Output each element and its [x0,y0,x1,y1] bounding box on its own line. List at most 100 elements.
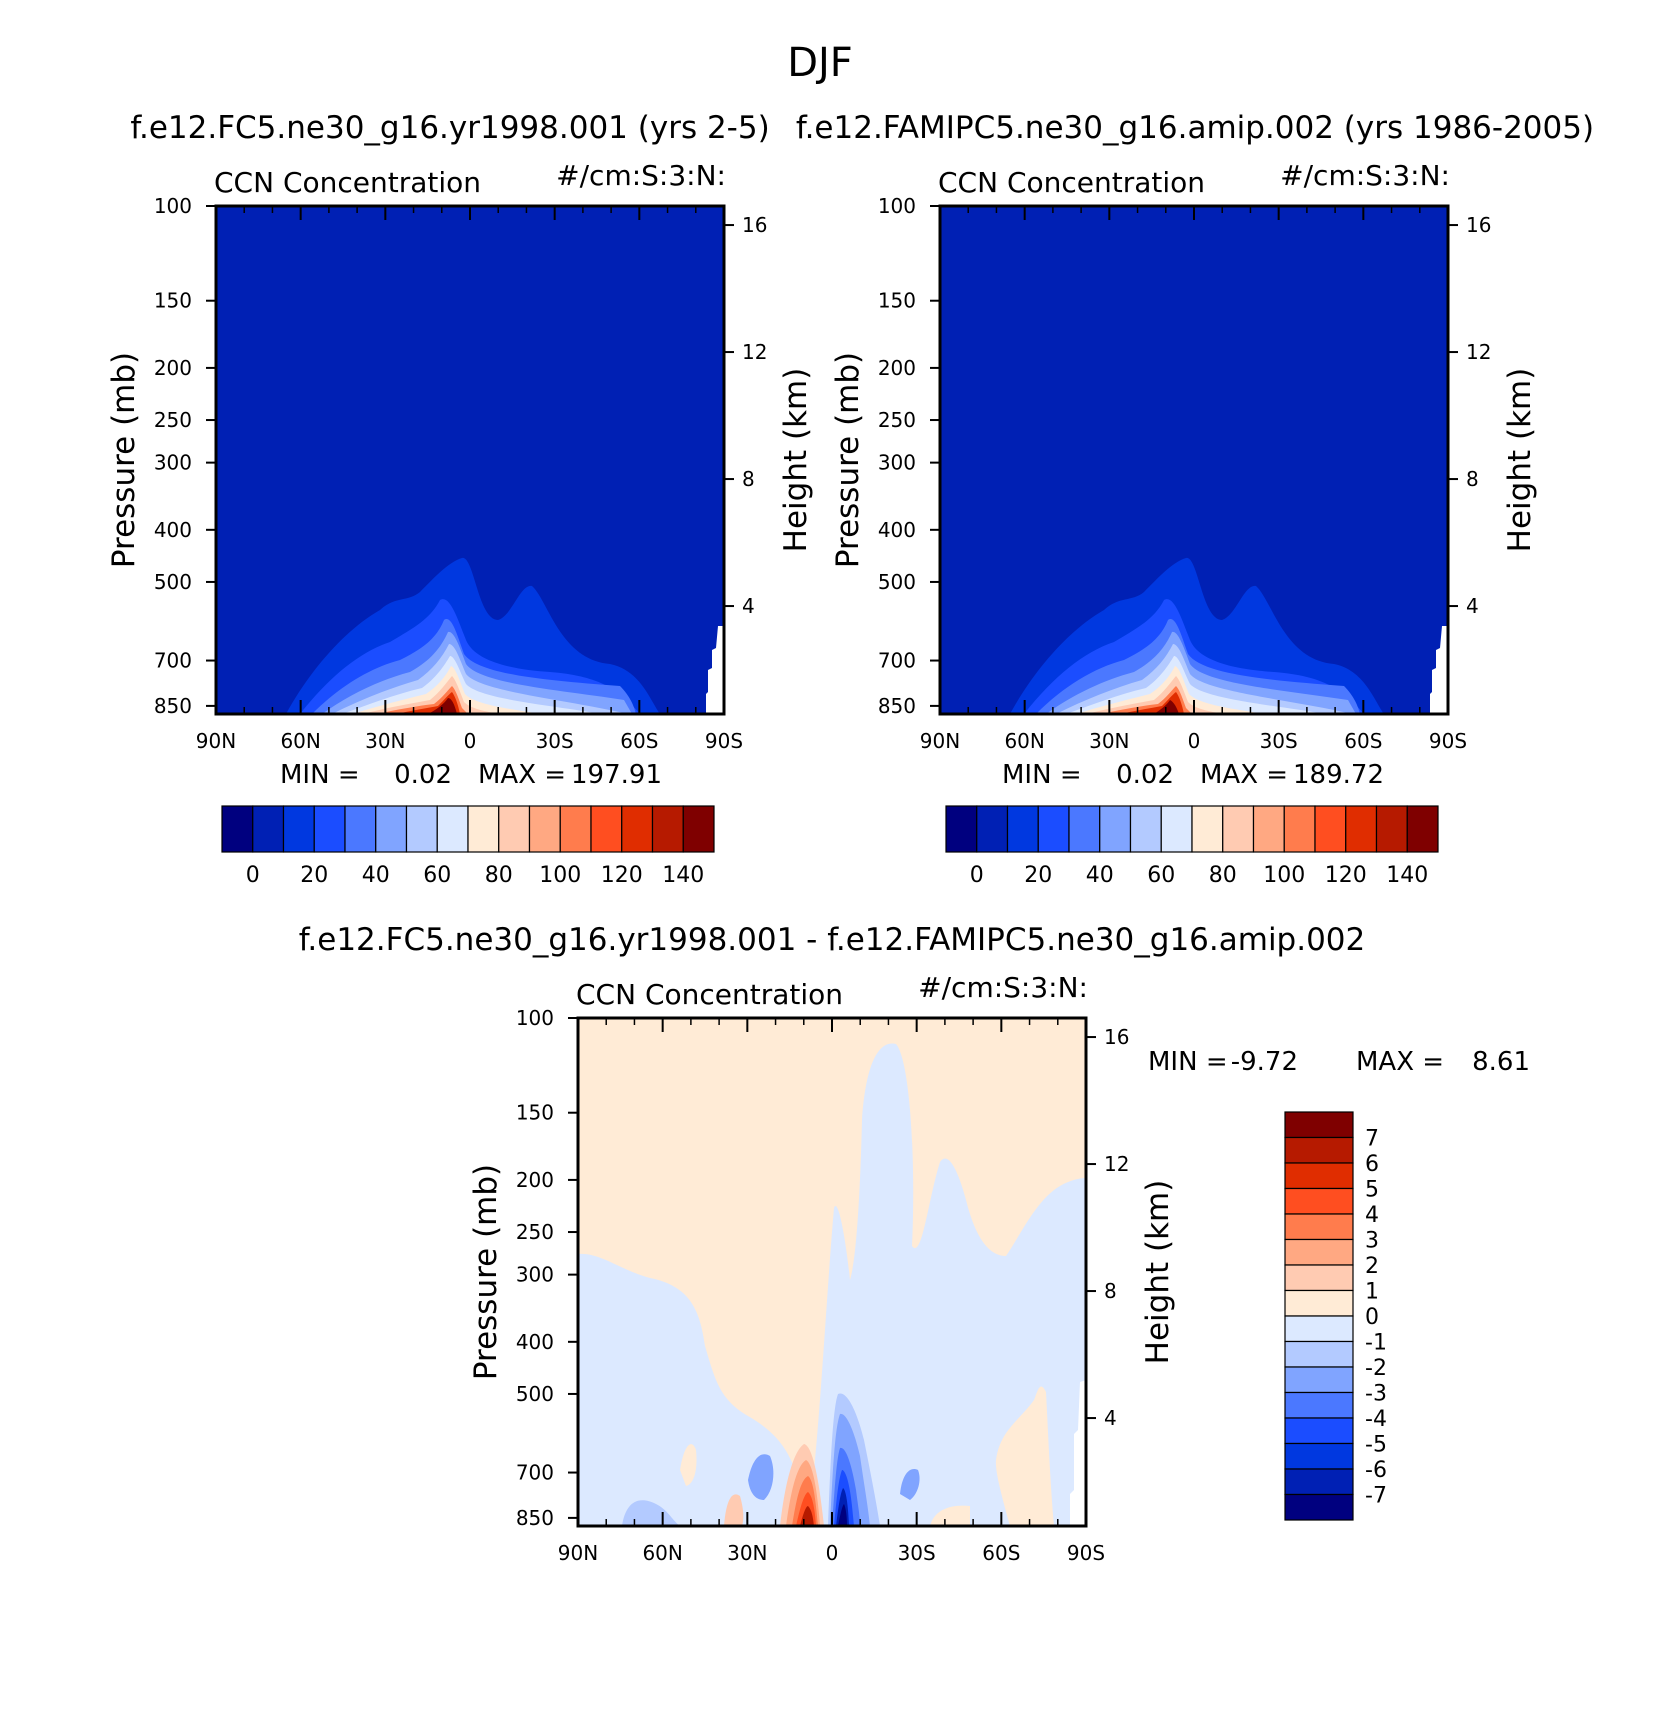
y-tick-label: 300 [878,451,916,475]
min-label: MIN = [1002,760,1082,790]
colorbar-label: 60 [423,863,451,888]
panel-title: f.e12.FC5.ne30_g16.yr1998.001 (yrs 2-5) [130,110,769,146]
y-right-tick-label: 8 [1466,467,1479,491]
y-tick-label: 700 [154,649,192,673]
min-label: MIN = [280,760,360,790]
contour-neg-1-0-west [578,1253,806,1526]
colorbar: 0 20 40 60 80 100 120 140 [945,805,1439,888]
colorbar-box [976,805,1009,853]
x-tick-label: 0 [1188,729,1201,753]
y-tick-label: 200 [516,1168,554,1192]
y-right-tick-label: 12 [1104,1152,1129,1176]
y-right-tick-label: 12 [1466,340,1491,364]
colorbar-box [1314,805,1347,853]
max-label: MAX = [478,760,566,790]
colorbar-label: 120 [601,863,643,888]
colorbar-box [1284,1213,1354,1241]
y-tick-label: 250 [154,408,192,432]
y-right-tick-label: 8 [1104,1279,1117,1303]
max-label: MAX = [1356,1047,1444,1077]
x-tick-label: 30N [1089,729,1129,753]
colorbar-label: 40 [1086,863,1114,888]
colorbar-label: 100 [539,863,581,888]
colorbar-label: 80 [485,863,513,888]
colorbar-label: 100 [1263,863,1305,888]
y-tick-label: 500 [154,570,192,594]
y-axis-right-label: Height (km) [778,368,814,553]
left-string: CCN Concentration [576,978,843,1011]
panel-amip: 90N 60N 30N 0 30S 60S 90S100150200250300400500… [796,110,1594,888]
colorbar-label: 40 [362,863,390,888]
colorbar-label: -2 [1365,1356,1387,1381]
y-axis-right-label: Height (km) [1502,368,1538,553]
contour-neg-3-2-west [748,1454,774,1500]
y-right-tick-label: 12 [742,340,767,364]
contour-0-1-lower [995,1386,1054,1526]
colorbar-box [375,805,408,853]
min-label: MIN = [1148,1047,1228,1077]
y-tick-label: 850 [878,694,916,718]
y-tick-label: 150 [878,289,916,313]
colorbar-box [1160,805,1193,853]
contour-70-90 [1086,676,1224,714]
contour-neg-1-0-east [808,1043,1086,1526]
colorbar-label: 7 [1365,1127,1379,1152]
colorbar-box [1284,1442,1354,1470]
colorbar-label: 1 [1365,1280,1379,1305]
x-tick-label: 0 [826,1541,839,1565]
x-tick-label: 90S [1067,1541,1105,1565]
y-tick-label: 700 [516,1461,554,1485]
y-tick-label: 500 [516,1382,554,1406]
y-tick-label: 100 [516,1006,554,1030]
missing-data-edge [706,626,724,714]
y-tick-label: 400 [516,1330,554,1354]
y-right-tick-label: 16 [1104,1025,1129,1049]
colorbar-box [528,805,561,853]
colorbar-box [1284,1264,1354,1292]
min-value: -9.72 [1231,1047,1298,1077]
colorbar-box [1284,1136,1354,1164]
colorbar-box [1284,1289,1354,1317]
colorbar-box [1283,805,1316,853]
panel-title: f.e12.FC5.ne30_g16.yr1998.001 - f.e12.FA… [299,922,1366,958]
colorbar-label: 60 [1147,863,1175,888]
colorbar-box [221,805,254,853]
y-right-tick-label: 4 [1104,1406,1117,1430]
panel-title: f.e12.FAMIPC5.ne30_g16.amip.002 (yrs 198… [796,110,1594,146]
max-value: 189.72 [1293,760,1384,790]
contour-neg-2-1-nw [622,1500,680,1526]
x-tick-label: 0 [464,729,477,753]
contour-pos-ne [724,1494,744,1526]
y-tick-label: 100 [878,194,916,218]
units-string: #/cm:S:3:N: [918,971,1088,1004]
x-tick-label: 90S [1429,729,1467,753]
x-tick-label: 60S [982,1541,1020,1565]
colorbar-box [1284,1315,1354,1343]
units-string: #/cm:S:3:N: [556,159,726,192]
x-tick-label: 60S [620,729,658,753]
y-tick-label: 850 [154,694,192,718]
y-tick-label: 150 [516,1101,554,1125]
colorbar-label: 20 [300,863,328,888]
y-right-tick-label: 4 [1466,594,1479,618]
colorbar-box [436,805,469,853]
y-tick-label: 250 [878,408,916,432]
colorbar-label: 20 [1024,863,1052,888]
contour-0-1-blob [680,1444,697,1486]
y-tick-label: 850 [516,1506,554,1530]
colorbar-box [1006,805,1039,853]
x-tick-label: 60N [642,1541,682,1565]
colorbar-box [1284,1468,1354,1496]
panel-control: 90N 60N 30N 0 30S 60S 90S100150200250300400500… [106,110,814,888]
contour-70-90 [362,676,500,714]
colorbar-box [1284,1366,1354,1394]
y-tick-label: 400 [154,518,192,542]
y-right-tick-label: 8 [742,467,755,491]
y-axis-label: Pressure (mb) [106,352,142,568]
colorbar-label: 3 [1365,1229,1379,1254]
colorbar-box [1037,805,1070,853]
x-tick-label: 90S [705,729,743,753]
y-tick-label: 500 [878,570,916,594]
units-string: #/cm:S:3:N: [1280,159,1450,192]
